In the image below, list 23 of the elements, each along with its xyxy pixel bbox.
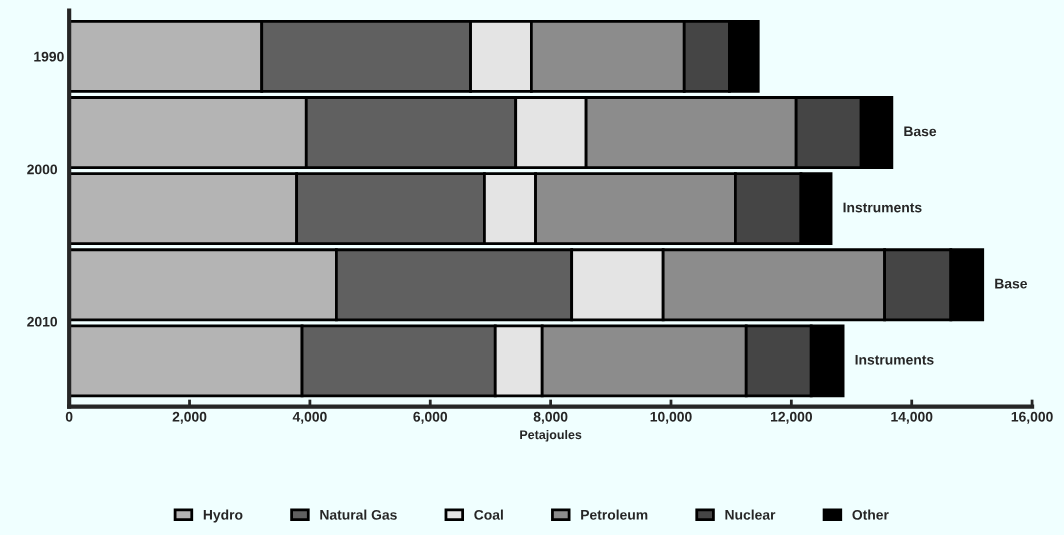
y-tick-label: 1990 [34,51,64,62]
text: 2010 [27,316,58,327]
legend-label: Coal [474,509,503,520]
x-tick-label: 6,000 [413,411,448,424]
x-tick-label: 10,000 [650,411,692,424]
x-tick-label: 14,000 [891,411,933,424]
legend-label: Hydro [203,509,243,523]
legend-label: Other [852,509,889,520]
text: 2000 [27,164,58,175]
x-tick-label: 2,000 [172,411,207,424]
legend-label: Petroleum [581,509,648,520]
x-tick-label: 16,000 [1011,411,1053,424]
annotation: Instruments [855,354,934,365]
x-axis-title: Petajoules [520,429,582,442]
annotation: Instruments [843,202,922,213]
annotation: Base [995,278,1028,289]
legend-label: Nuclear [725,509,776,520]
x-tick-label: 4,000 [292,411,327,424]
x-tick-label: 12,000 [770,411,813,424]
x-tick-label: 8,000 [533,411,568,424]
x-tick-label: 0 [65,411,73,422]
legend-label: Natural Gas [320,509,397,520]
annotation: Base [904,126,937,137]
